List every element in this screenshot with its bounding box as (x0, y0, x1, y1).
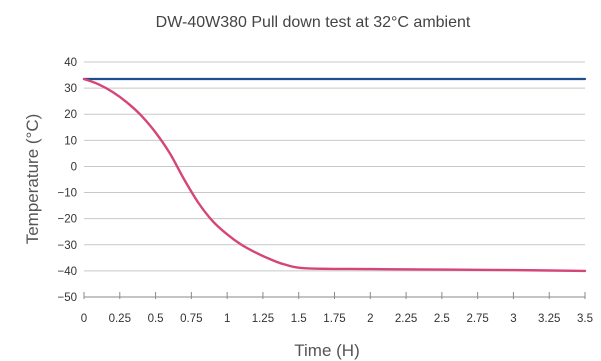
y-axis-label: Temperature (°C) (23, 114, 42, 245)
x-tick-label: 3.5 (577, 313, 593, 325)
x-tick-labels: 0 0.25 0.5 0.75 1 1.25 1.5 1.75 2 2.25 2.5 2.75 3 3.2… (81, 313, 593, 325)
x-tick-label: 3.25 (538, 313, 560, 325)
y-tick-label: 10 (64, 135, 77, 147)
x-tick-label: 0.75 (180, 313, 202, 325)
y-tick-label: −10 (57, 188, 77, 200)
series-line-2 (82, 77, 587, 273)
y-tick-label: −30 (57, 240, 77, 252)
y-tick-label: 30 (64, 83, 77, 95)
x-tick-label: 2.75 (466, 313, 488, 325)
y-tick-labels: 40 30 20 10 0 −10 −20 −30 −40 −50 (57, 57, 77, 304)
x-tick-label: 1.25 (252, 313, 274, 325)
series-group (82, 77, 587, 273)
x-tick-label: 0.25 (109, 313, 131, 325)
y-tick-label: 20 (64, 109, 77, 121)
x-tick-label: 2 (367, 313, 373, 325)
x-tick-label: 1.75 (323, 313, 345, 325)
y-tick-label: −20 (57, 214, 77, 226)
x-axis-label: Time (H) (294, 341, 359, 360)
chart-title: DW-40W380 Pull down test at 32°C ambient (156, 14, 471, 31)
y-tick-label: 40 (64, 57, 77, 69)
grid (84, 61, 585, 272)
x-tick-label: 1 (224, 313, 230, 325)
x-tick-label: 2.5 (434, 313, 450, 325)
x-tick-label: 0 (81, 313, 87, 325)
axes (83, 292, 586, 299)
y-tick-label: 0 (71, 161, 77, 173)
x-tick-label: 0.5 (148, 313, 164, 325)
x-tick-label: 1.5 (291, 313, 307, 325)
y-tick-label: −50 (57, 292, 77, 304)
y-tick-label: −40 (57, 266, 77, 278)
x-tick-label: 3 (510, 313, 516, 325)
x-tick-label: 2.25 (395, 313, 417, 325)
